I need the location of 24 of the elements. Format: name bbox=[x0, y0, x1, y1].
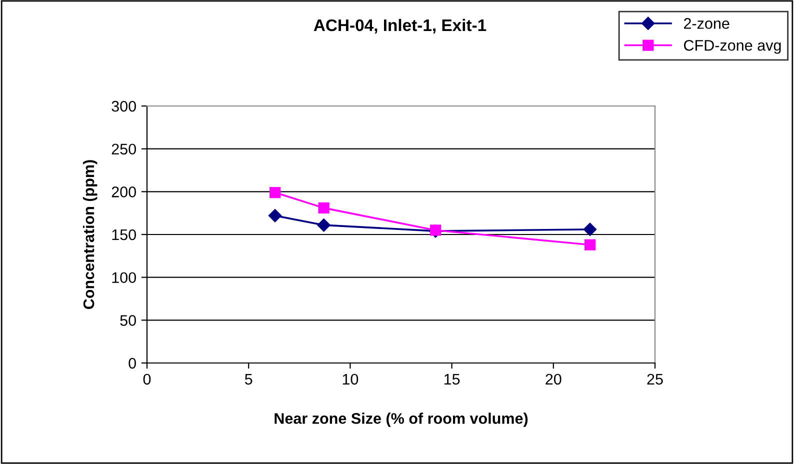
point bbox=[583, 222, 597, 236]
x-tick-label: 20 bbox=[546, 374, 562, 385]
point bbox=[269, 186, 281, 198]
x-tick-label: 15 bbox=[444, 374, 460, 385]
y-tick-label: 250 bbox=[112, 144, 136, 155]
y-axis-title: Concentration (ppm) bbox=[82, 160, 98, 309]
point bbox=[268, 209, 282, 222]
y-tick-label: 150 bbox=[112, 229, 136, 240]
chart-title: ACH-04, Inlet-1, Exit-1 bbox=[314, 18, 486, 34]
x-tick-label: 5 bbox=[244, 374, 252, 385]
legend-label: 2-zone bbox=[684, 18, 730, 29]
x-tick-label: 10 bbox=[342, 374, 358, 385]
point bbox=[584, 239, 596, 250]
x-tick-label: 25 bbox=[647, 374, 663, 385]
x-tick-label: 0 bbox=[143, 374, 151, 385]
x-axis-title: Near zone Size (% of room volume) bbox=[274, 412, 528, 427]
legend-label: CFD-zone avg bbox=[684, 40, 781, 54]
y-tick-label: 100 bbox=[112, 272, 136, 284]
y-tick-label: 50 bbox=[120, 315, 136, 326]
point bbox=[317, 218, 330, 232]
point bbox=[318, 202, 330, 214]
y-tick-label: 0 bbox=[128, 358, 136, 369]
y-tick-label: 200 bbox=[112, 186, 136, 198]
y-tick-label: 300 bbox=[112, 100, 136, 112]
